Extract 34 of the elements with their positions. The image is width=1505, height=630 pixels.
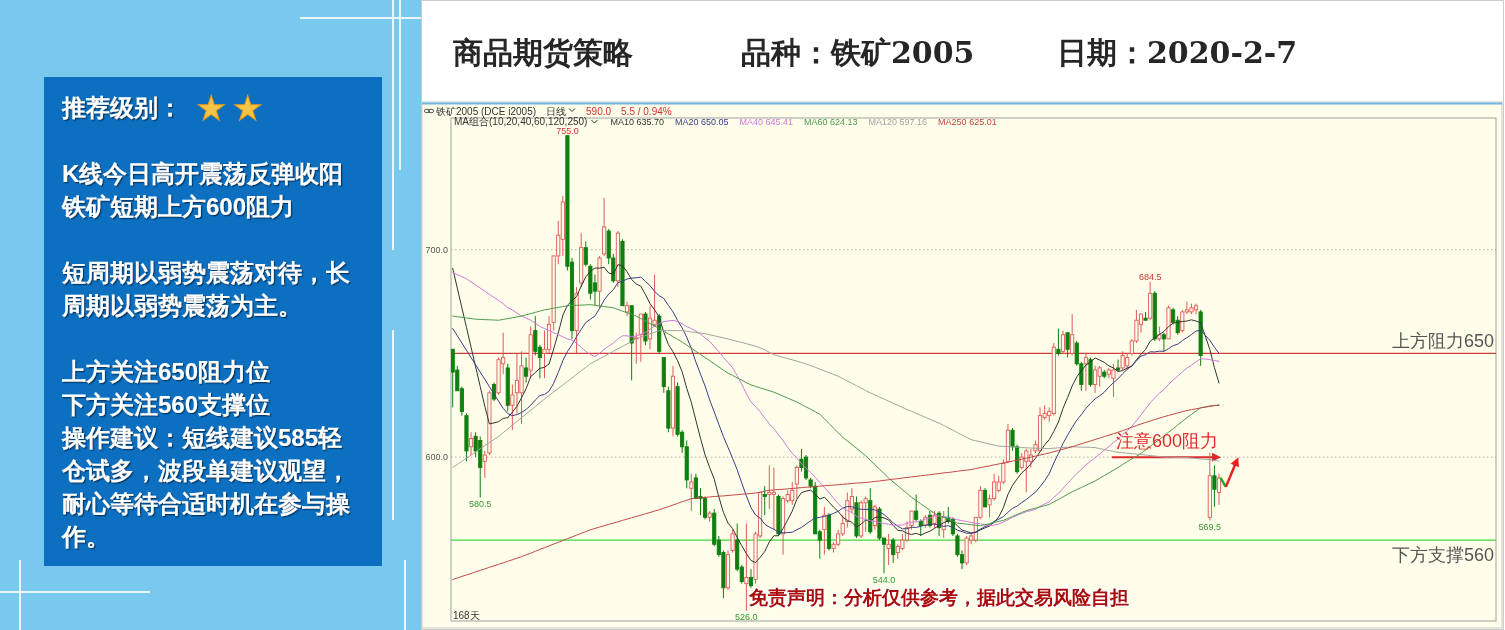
annotation: 免责声明：分析仅供参考，据此交易风险自担 xyxy=(749,587,1129,608)
annotation: 铁矿2005 (DCE i2005) xyxy=(436,106,537,117)
legend-item: MA20 650.05 xyxy=(674,117,729,127)
annotation: 短周期以弱势震荡对待，长周期以弱势震荡为主。 xyxy=(62,259,350,319)
annotation: 上方关注650阻力位 xyxy=(62,358,271,385)
annotation: 544.0 xyxy=(872,574,896,585)
annotation: 铁矿短期上方600阻力 xyxy=(62,193,295,220)
ref-line-label: 下方支撑560 xyxy=(1391,545,1494,566)
annotation: 5.5 / 0.94% xyxy=(621,106,672,117)
annotation: ★★ xyxy=(196,88,269,128)
ref-line-label: 上方阻力650 xyxy=(1391,331,1494,352)
ytick-label: 600.0 xyxy=(425,452,448,463)
legend-item: MA40 645.41 xyxy=(739,117,794,127)
annotation: 580.5 xyxy=(468,499,492,510)
annotation: 日线 xyxy=(546,106,567,117)
annotation: 569.5 xyxy=(1198,521,1222,532)
annotation: 推荐级别： xyxy=(62,94,182,121)
annotation: 下方关注560支撑位 xyxy=(62,391,271,418)
legend-item: MA60 624.13 xyxy=(804,117,858,127)
annotation: 526.0 xyxy=(735,612,758,623)
annotation: 590.0 xyxy=(586,106,612,117)
legend-title: MA组合(10,20,40,60,120,250) xyxy=(454,116,588,127)
title: 商品期货策略 xyxy=(453,35,633,70)
annotation: 操作建议：短线建议585轻仓试多，波段单建议观望，耐心等待合适时机在参与操作。 xyxy=(62,424,350,550)
legend-item: MA10 635.70 xyxy=(610,117,664,127)
ytick-label: 700.0 xyxy=(425,244,448,255)
annotation: 日期：2020-2-7 xyxy=(1057,35,1298,70)
annotation: 684.5 xyxy=(1138,272,1162,283)
annotation: 注意600阻力 xyxy=(1115,431,1218,452)
legend-item: MA250 625.01 xyxy=(938,117,997,127)
annotation: K线今日高开震荡反弹收阳 xyxy=(62,160,344,187)
subtitle: 品种：铁矿2005 xyxy=(741,35,975,70)
legend-item: MA120 597.16 xyxy=(868,117,928,127)
annotation: 168天 xyxy=(453,610,480,621)
